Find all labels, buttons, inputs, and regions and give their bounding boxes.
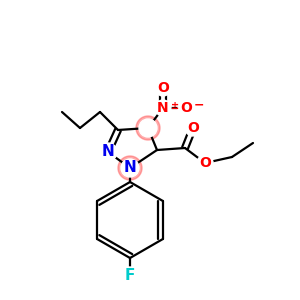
Circle shape bbox=[155, 100, 171, 116]
Circle shape bbox=[122, 267, 138, 283]
Text: O: O bbox=[199, 156, 211, 170]
Circle shape bbox=[118, 156, 142, 180]
Text: −: − bbox=[194, 98, 205, 112]
Circle shape bbox=[178, 100, 194, 116]
Text: O: O bbox=[157, 81, 169, 95]
Circle shape bbox=[99, 143, 117, 161]
Text: N: N bbox=[157, 101, 169, 115]
Text: F: F bbox=[125, 268, 135, 283]
Circle shape bbox=[121, 159, 139, 177]
Text: O: O bbox=[180, 101, 192, 115]
Circle shape bbox=[185, 120, 201, 136]
Text: ±: ± bbox=[171, 101, 179, 111]
Circle shape bbox=[139, 119, 157, 137]
Text: O: O bbox=[187, 121, 199, 135]
Text: N: N bbox=[124, 160, 136, 175]
Circle shape bbox=[155, 80, 171, 96]
Circle shape bbox=[197, 155, 213, 171]
Circle shape bbox=[136, 116, 160, 140]
Text: N: N bbox=[102, 145, 114, 160]
